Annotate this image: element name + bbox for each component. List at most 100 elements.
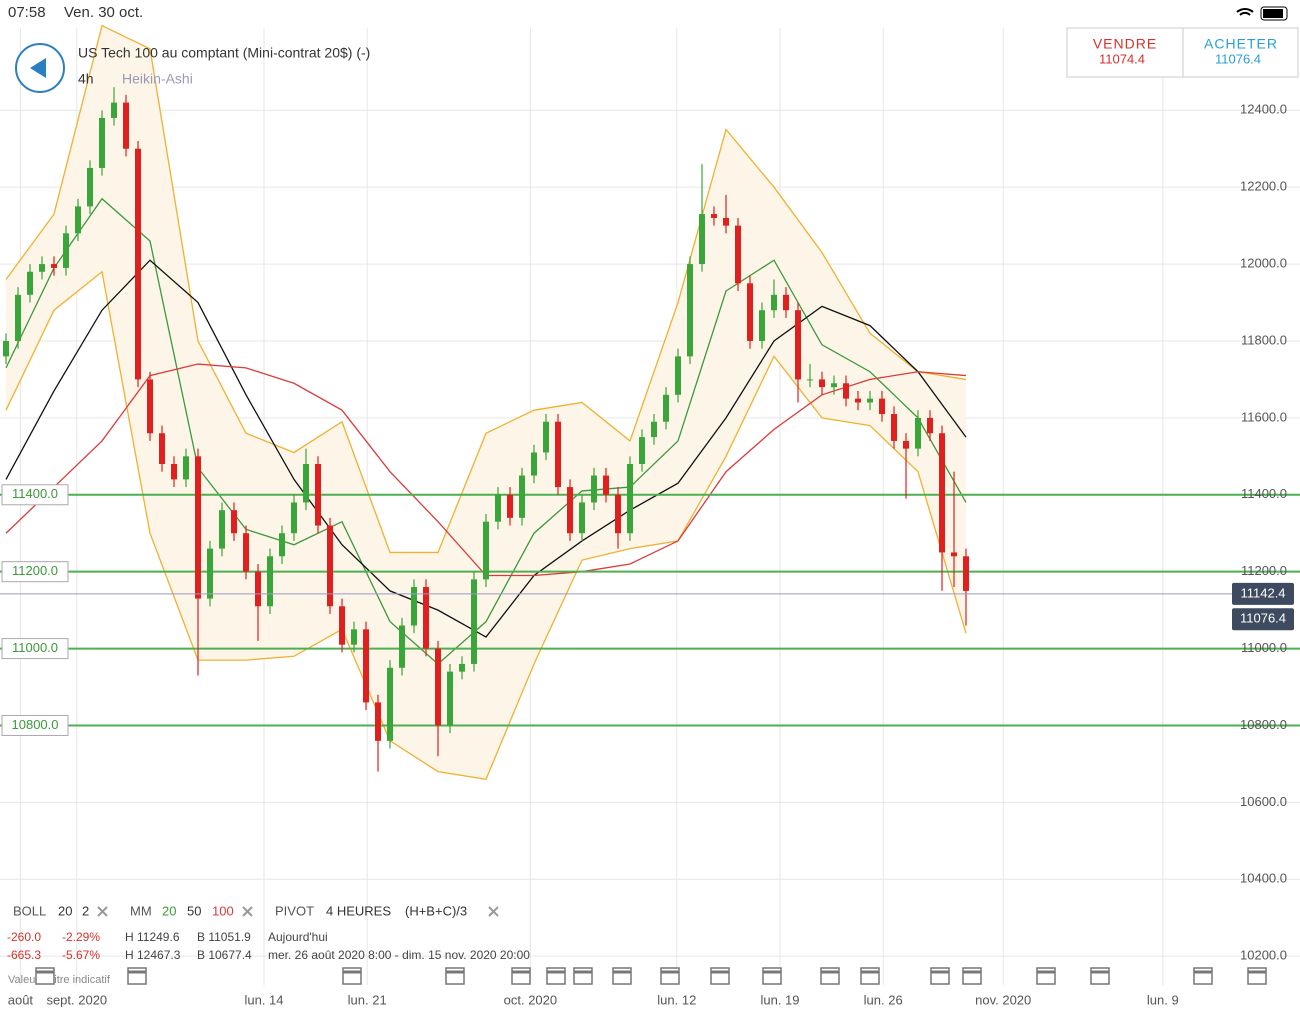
buy-label[interactable]: ACHETER — [1204, 36, 1278, 52]
calendar-icon[interactable] — [820, 967, 840, 985]
calendar-icon[interactable] — [445, 967, 465, 985]
candle-body — [843, 383, 849, 399]
calendar-icon[interactable] — [962, 967, 982, 985]
candle-body — [15, 294, 21, 341]
stat: H 12467.3 — [125, 948, 181, 962]
candle-body — [27, 271, 33, 295]
level-label: 11000.0 — [12, 640, 58, 655]
candle-body — [711, 214, 717, 218]
candle-body — [339, 606, 345, 645]
calendar-icon[interactable] — [1247, 967, 1267, 985]
candle-body — [735, 225, 741, 284]
disclaimer: Valeur à titre indicatif — [8, 974, 111, 986]
candle-body — [411, 587, 417, 626]
boll-label[interactable]: BOLL — [13, 903, 46, 918]
candle-body — [519, 475, 525, 518]
y-tick-label: 12400.0 — [1240, 102, 1287, 117]
bollinger-upper — [5, 24, 967, 554]
candle-body — [807, 379, 813, 381]
mm-label[interactable]: MM — [130, 903, 152, 918]
level-label-box — [1, 638, 69, 660]
candle-body — [447, 671, 453, 726]
candle-body — [963, 556, 969, 591]
calendar-icon[interactable] — [612, 967, 632, 985]
calendar-icon[interactable] — [930, 967, 950, 985]
candle-body — [939, 433, 945, 553]
candle-body — [279, 533, 285, 557]
calendar-icon[interactable] — [511, 967, 531, 985]
candle-body — [615, 494, 621, 534]
candle-body — [687, 264, 693, 357]
calendar-icon[interactable] — [660, 967, 680, 985]
pivot-period: 4 HEURES — [326, 903, 391, 918]
candle-body — [759, 310, 765, 341]
candle-body — [51, 264, 57, 268]
x-tick-label: sept. 2020 — [46, 992, 107, 1007]
calendar-icon[interactable] — [342, 967, 362, 985]
candle-body — [471, 579, 477, 664]
candle-body — [951, 552, 957, 557]
calendar-icon[interactable] — [127, 967, 147, 985]
back-arrow[interactable] — [30, 58, 46, 78]
sell-price[interactable]: 11074.4 — [1099, 51, 1145, 66]
chart-style[interactable]: Heikin-Ashi — [122, 71, 193, 87]
boll-multiplier: 2 — [82, 903, 89, 918]
ma-period: 50 — [187, 903, 201, 918]
calendar-icon[interactable] — [1036, 967, 1056, 985]
candle-body — [819, 379, 825, 388]
candle-body — [39, 264, 45, 272]
remove-icon[interactable] — [97, 906, 108, 917]
stat: Aujourd'hui — [268, 930, 328, 944]
remove-icon[interactable] — [488, 906, 499, 917]
candle-body — [855, 398, 861, 403]
candle-body — [783, 294, 789, 311]
stat: mer. 26 août 2020 8:00 - dim. 15 nov. 20… — [268, 948, 530, 962]
calendar-icon[interactable] — [710, 967, 730, 985]
candle-body — [171, 464, 177, 480]
calendar-icon[interactable] — [35, 967, 55, 985]
candle-body — [243, 533, 249, 572]
battery-icon — [1260, 6, 1288, 21]
timeframe[interactable]: 4h — [78, 71, 94, 87]
price-badge — [1232, 582, 1294, 605]
level-label-box — [1, 561, 69, 583]
moving-average — [5, 197, 967, 665]
calendar-icon[interactable] — [762, 967, 782, 985]
candle-body — [723, 217, 729, 226]
candle-body — [183, 456, 189, 480]
stat: -2.29% — [62, 930, 100, 944]
calendar-icon[interactable] — [573, 967, 593, 985]
calendar-icon[interactable] — [546, 967, 566, 985]
status-date: Ven. 30 oct. — [64, 4, 143, 21]
buy-price[interactable]: 11076.4 — [1215, 51, 1261, 66]
candle-body — [603, 475, 609, 495]
candle-body — [147, 379, 153, 434]
candle-body — [483, 521, 489, 580]
sell-label[interactable]: VENDRE — [1093, 36, 1157, 52]
buy-button[interactable]: ACHETER 11076.4 — [1204, 36, 1278, 67]
calendar-icon[interactable] — [1193, 967, 1213, 985]
level-label: 11200.0 — [12, 563, 58, 578]
candle-body — [639, 437, 645, 465]
candle-body — [423, 587, 429, 649]
candle-body — [291, 502, 297, 534]
battery-level — [1263, 9, 1283, 18]
candle-body — [255, 571, 261, 607]
candle-body — [651, 421, 657, 438]
x-tick-label: lun. 12 — [657, 992, 696, 1007]
pivot-label[interactable]: PIVOT — [275, 903, 314, 918]
back-button[interactable] — [15, 43, 65, 93]
y-tick-label: 10400.0 — [1240, 871, 1287, 886]
x-tick-label: lun. 9 — [1147, 992, 1179, 1007]
candle-body — [111, 102, 117, 118]
candle-body — [831, 383, 837, 388]
calendar-icon[interactable] — [1090, 967, 1110, 985]
candle-body — [891, 414, 897, 441]
remove-icon[interactable] — [242, 906, 253, 917]
sell-button[interactable]: VENDRE 11074.4 — [1093, 36, 1157, 67]
x-tick-label: lun. 14 — [244, 992, 283, 1007]
y-tick-label: 10600.0 — [1240, 794, 1287, 809]
calendar-icon[interactable] — [860, 967, 880, 985]
candle-body — [63, 233, 69, 268]
